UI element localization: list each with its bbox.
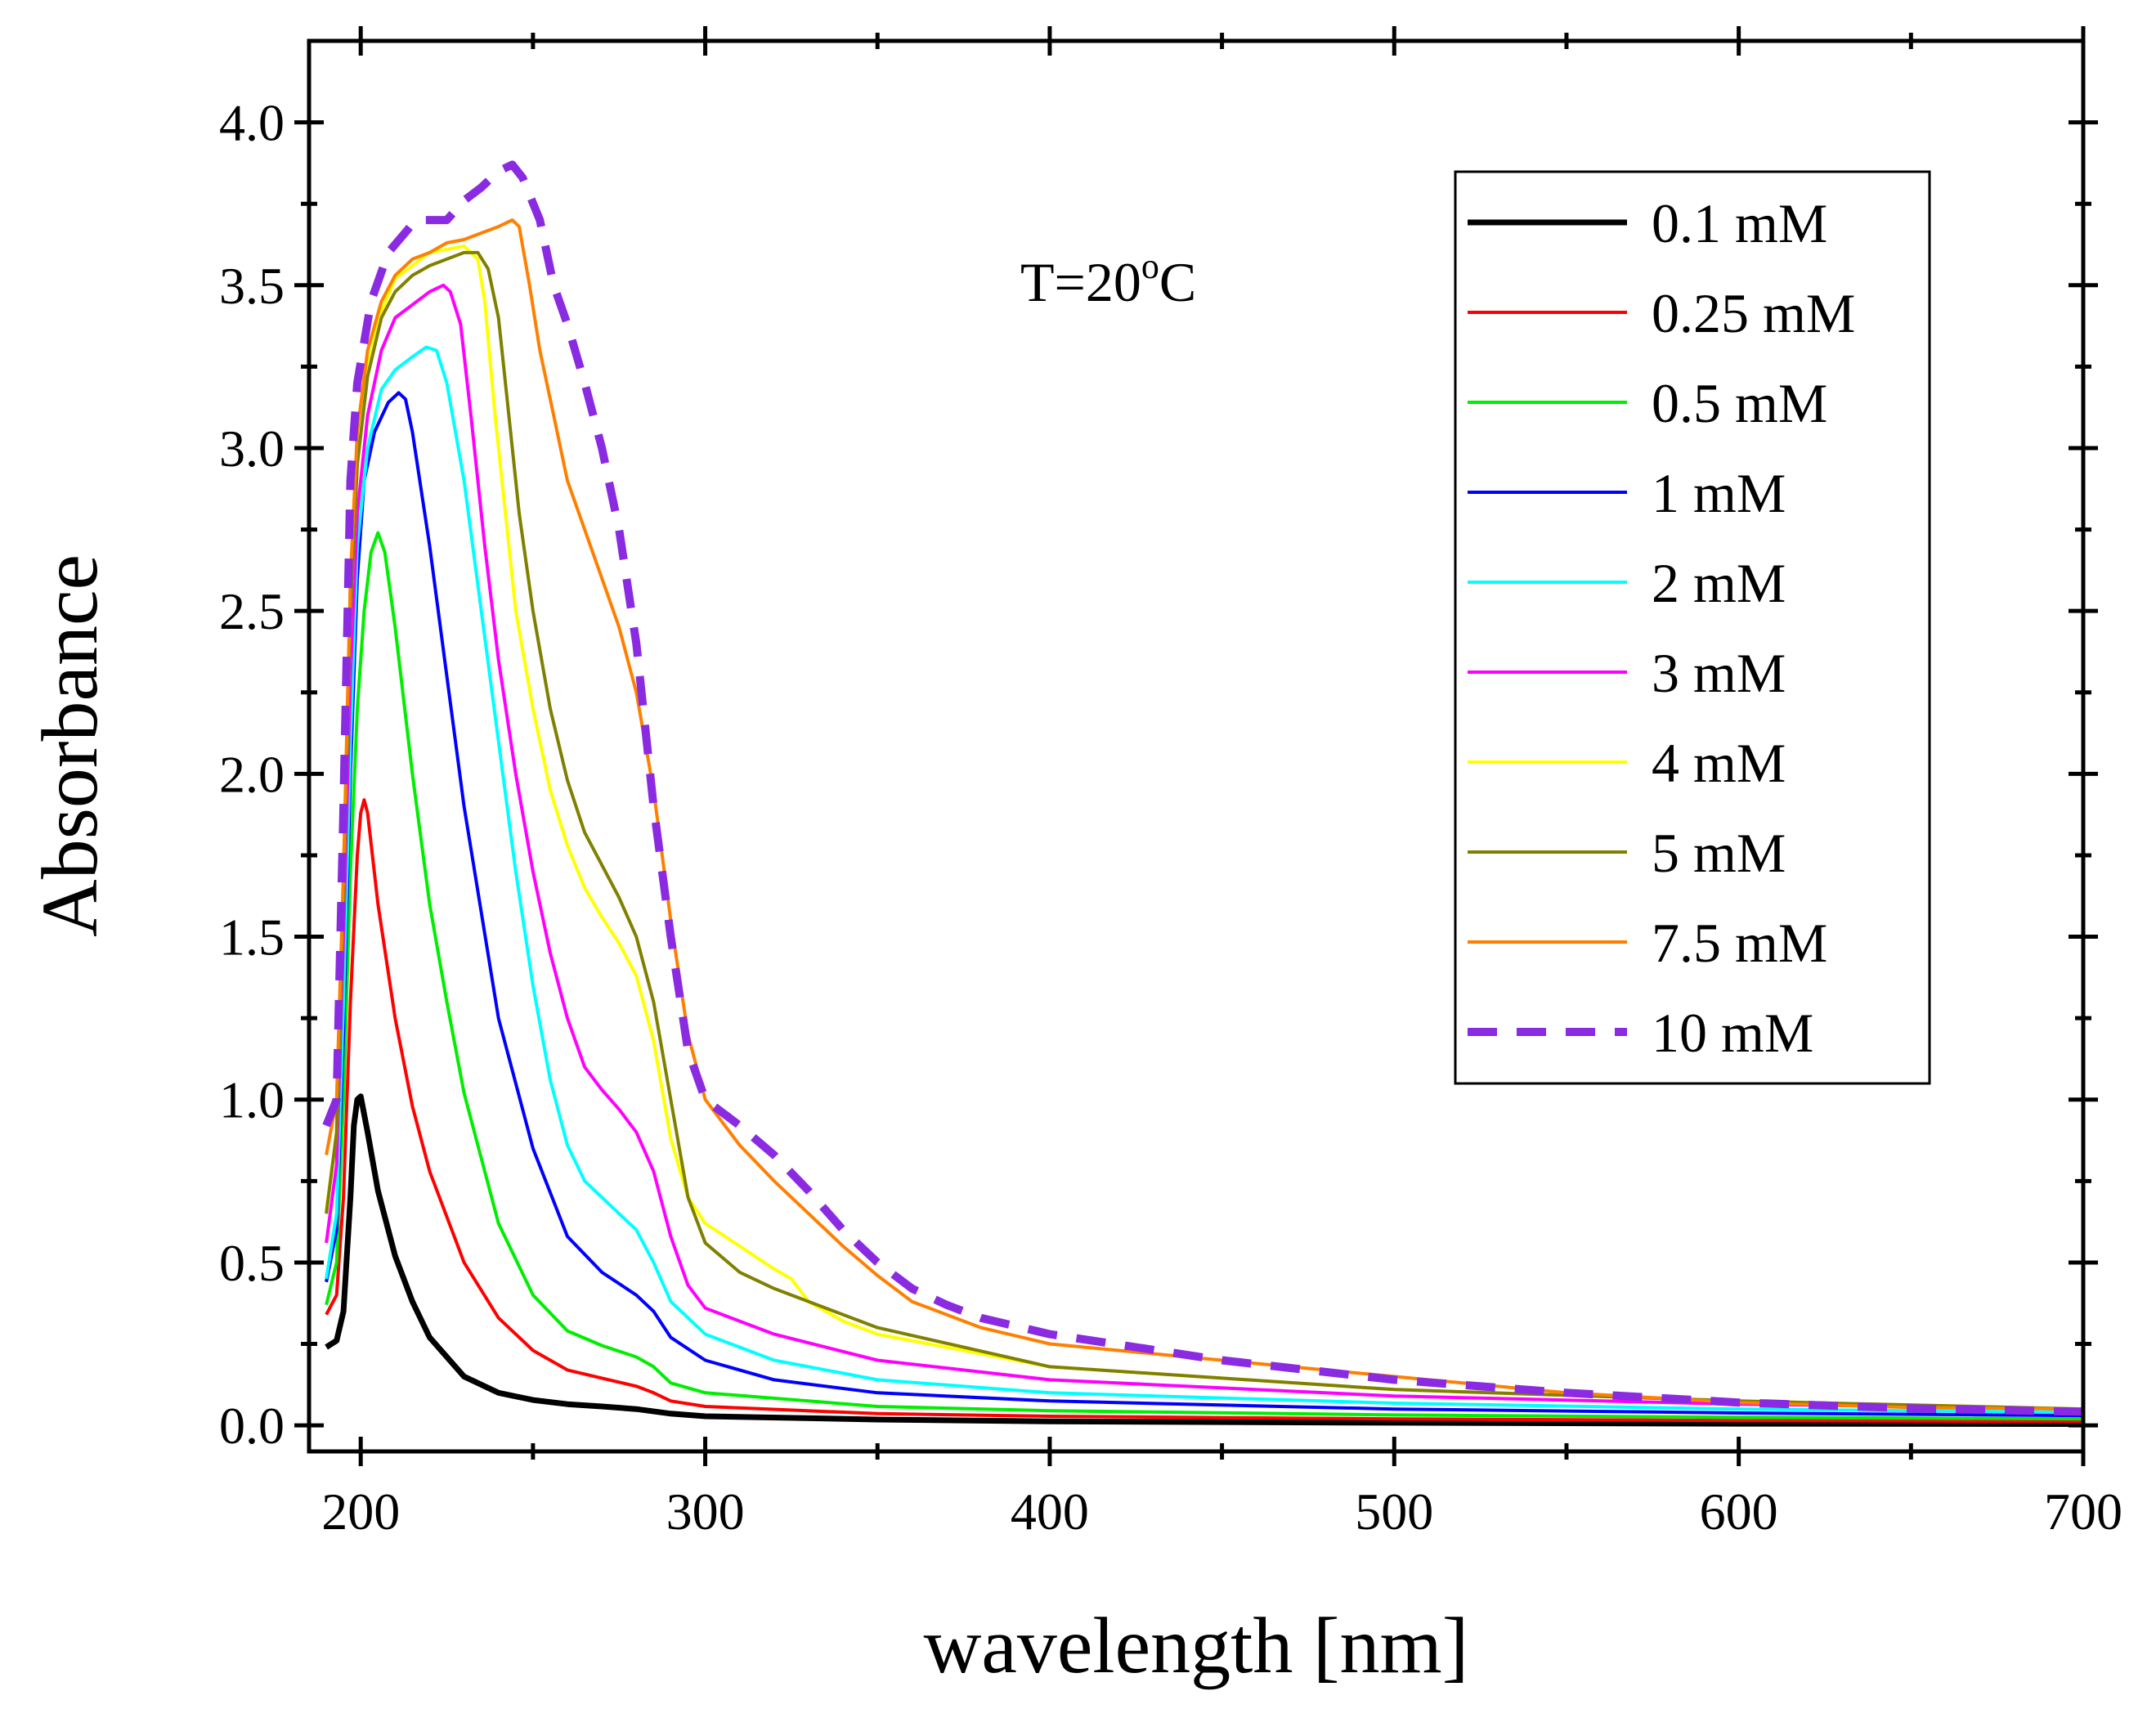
y-tick-label: 3.0 <box>219 419 285 478</box>
y-tick-label: 2.0 <box>219 745 285 803</box>
annotation-unit: C <box>1159 251 1196 313</box>
series-line-2-mM <box>325 345 2083 1415</box>
annotation-degree: o <box>1141 246 1159 286</box>
legend-label: 3 mM <box>1652 642 1786 704</box>
legend-label: 4 mM <box>1652 732 1786 794</box>
x-tick-label: 300 <box>666 1482 745 1541</box>
legend: 0.1 mM 0.25 mM 0.5 mM 1 mM 2 mM 3 mM 4 mM 5 mM 7… <box>1454 170 1931 1085</box>
series-line-4-mM <box>325 244 2083 1411</box>
x-tick-label: 400 <box>1011 1482 1089 1541</box>
series-line-7p5-mM <box>325 218 2083 1411</box>
legend-label: 1 mM <box>1652 462 1786 524</box>
series-line-0p1-mM <box>325 1093 2083 1427</box>
x-tick-label: 200 <box>321 1482 400 1541</box>
x-tick-label: 500 <box>1355 1482 1433 1541</box>
y-tick-label: 3.5 <box>219 257 285 315</box>
x-axis-title: wavelength [nm] <box>924 1602 1469 1690</box>
tick-label-layer: 200 300 400 500 600 700 0.0 0.5 1.0 1.5 2.0 2.5 3.0 3… <box>219 94 2122 1541</box>
tick-layer <box>294 26 2098 1466</box>
annotation-main: T=20 <box>1020 251 1141 313</box>
x-tick-label: 700 <box>2044 1482 2122 1541</box>
legend-box <box>1454 170 1931 1085</box>
y-tick-label: 4.0 <box>219 94 285 152</box>
legend-label: 5 mM <box>1652 822 1786 884</box>
y-tick-label: 0.5 <box>219 1234 285 1292</box>
y-axis-title: Absorbance <box>26 554 114 937</box>
x-tick-label: 600 <box>1700 1482 1778 1541</box>
legend-label: 0.5 mM <box>1652 372 1827 434</box>
series-layer <box>322 160 2083 1427</box>
legend-label: 0.25 mM <box>1652 282 1855 344</box>
series-line-0p5-mM <box>325 531 2083 1421</box>
series-line-1-mM <box>325 391 2083 1418</box>
y-tick-label: 1.5 <box>219 908 285 967</box>
legend-label: 7.5 mM <box>1652 912 1827 974</box>
y-tick-label: 1.0 <box>219 1071 285 1129</box>
plot-frame <box>307 38 2086 1454</box>
y-tick-label: 2.5 <box>219 582 285 640</box>
temperature-annotation: T=20oC <box>1020 246 1196 313</box>
y-tick-label: 0.0 <box>219 1397 285 1455</box>
series-line-3-mM <box>325 283 2083 1411</box>
legend-label: 0.1 mM <box>1652 192 1827 254</box>
series-line-0p25-mM <box>325 798 2083 1424</box>
series-line-10-mM <box>322 160 2083 1416</box>
legend-label: 2 mM <box>1652 552 1786 614</box>
legend-label: 10 mM <box>1652 1002 1813 1064</box>
series-line-5-mM <box>325 250 2083 1411</box>
